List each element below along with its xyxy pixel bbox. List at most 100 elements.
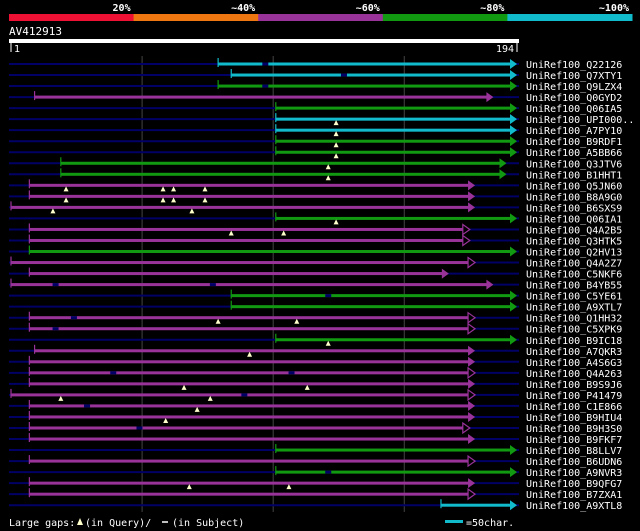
hit-bar[interactable] [275,216,511,220]
hit-label[interactable]: UniRef100_Q3JTV6 [526,159,622,170]
hit-label[interactable]: UniRef100_B9S9J6 [526,380,622,391]
hit-row[interactable]: UniRef100_Q4A2Z7 [9,256,622,270]
hit-bar[interactable] [29,459,470,463]
hit-row[interactable]: UniRef100_B6UDN6 [9,454,622,468]
hit-label[interactable]: UniRef100_A9XTL7 [526,303,622,314]
hit-label[interactable]: UniRef100_B9HIU4 [526,413,622,424]
hit-bar[interactable] [29,194,470,198]
hit-label[interactable]: UniRef100_C5NKF6 [526,270,622,281]
hit-bar[interactable] [29,360,470,364]
hit-row[interactable]: UniRef100_B4YB55 [9,278,622,292]
hit-label[interactable]: UniRef100_Q06IA5 [526,104,622,115]
hit-label[interactable]: UniRef100_A9NVR3 [526,468,622,479]
hit-bar[interactable] [231,294,512,298]
hit-bar[interactable] [29,481,470,485]
hit-row[interactable]: UniRef100_A9XTL7 [9,300,622,314]
hit-bar[interactable] [29,492,470,496]
hit-row[interactable]: UniRef100_B7ZXA1 [9,488,622,501]
hit-label[interactable]: UniRef100_Q2HV13 [526,248,622,259]
hit-bar[interactable] [29,250,512,254]
hit-label[interactable]: UniRef100_B9IC18 [526,336,622,347]
hit-bar[interactable] [29,227,464,231]
hit-row[interactable]: UniRef100_B8A9G0 [9,190,622,203]
hit-label[interactable]: UniRef100_C1E866 [526,402,622,413]
hit-label[interactable]: UniRef100_C5YE61 [526,292,622,303]
hit-row[interactable]: UniRef100_Q9LZX4 [9,80,622,93]
hit-bar[interactable] [231,305,512,309]
hit-row[interactable]: UniRef100_A4S6G3 [9,355,622,369]
hit-row[interactable]: UniRef100_C5XPK9 [9,322,622,336]
hit-label[interactable]: UniRef100_Q4A263 [526,369,622,380]
hit-row[interactable]: UniRef100_Q7XTY1 [9,69,622,82]
hit-label[interactable]: UniRef100_A9XTL8 [526,501,622,512]
hit-bar[interactable] [29,437,470,441]
hit-row[interactable]: UniRef100_Q4A263 [9,366,622,380]
hit-bar[interactable] [11,261,470,265]
hit-label[interactable]: UniRef100_Q3HTK5 [526,236,622,247]
hit-bar[interactable] [29,327,470,331]
hit-row[interactable]: UniRef100_B9FKF7 [9,433,622,446]
hit-label[interactable]: UniRef100_B7ZXA1 [526,490,622,501]
hit-label[interactable]: UniRef100_B6UDN6 [526,457,622,468]
hit-label[interactable]: UniRef100_B6SXS9 [526,203,622,214]
hit-row[interactable]: UniRef100_C5NKF6 [9,267,622,281]
hit-row[interactable]: UniRef100_B8LLV7 [9,444,622,457]
hit-label[interactable]: UniRef100_P41479 [526,391,622,402]
hit-row[interactable]: UniRef100_B6SXS9 [9,201,622,214]
hit-bar[interactable] [60,161,501,165]
hit-bar[interactable] [29,238,464,242]
hit-row[interactable]: UniRef100_B9H3S0 [9,421,622,435]
hit-bar[interactable] [29,415,470,419]
hit-row[interactable]: UniRef100_Q2HV13 [9,245,622,259]
hit-bar[interactable] [34,349,470,353]
hit-label[interactable]: UniRef100_A7QKR3 [526,347,622,358]
hit-row[interactable]: UniRef100_A5BB66 [9,146,622,159]
hit-label[interactable]: UniRef100_B1HHT1 [526,170,622,181]
hit-label[interactable]: UniRef100_Q4A2Z7 [526,259,622,270]
hit-bar[interactable] [275,128,511,132]
hit-bar[interactable] [29,371,470,375]
hit-row[interactable]: UniRef100_Q3JTV6 [9,157,622,170]
hit-label[interactable]: UniRef100_Q5JN60 [526,181,622,192]
hit-row[interactable]: UniRef100_A7PY10 [9,124,622,137]
hit-label[interactable]: UniRef100_A7PY10 [526,126,622,137]
hit-bar[interactable] [218,84,511,88]
hit-row[interactable]: UniRef100_Q06IA1 [9,212,622,225]
hit-row[interactable]: UniRef100_A7QKR3 [9,344,622,358]
hit-label[interactable]: UniRef100_B9H3S0 [526,424,622,435]
hit-label[interactable]: UniRef100_A4S6G3 [526,358,622,369]
hit-label[interactable]: UniRef100_B8LLV7 [526,446,622,457]
hit-bar[interactable] [11,283,488,287]
hit-row[interactable]: UniRef100_Q22126 [9,58,622,71]
hit-bar[interactable] [275,448,511,452]
hit-label[interactable]: UniRef100_Q9LZX4 [526,82,622,93]
hit-row[interactable]: UniRef100_B1HHT1 [9,168,622,181]
hit-row[interactable]: UniRef100_Q3HTK5 [9,234,622,247]
hit-bar[interactable] [29,404,470,408]
hit-label[interactable]: UniRef100_B9FKF7 [526,435,622,446]
hit-row[interactable]: UniRef100_B9QFG7 [9,477,622,490]
hit-row[interactable]: UniRef100_A9XTL8 [9,499,622,512]
hit-row[interactable]: UniRef100_Q0GYD2 [9,91,622,104]
hit-row[interactable]: UniRef100_Q5JN60 [9,179,622,192]
hit-label[interactable]: UniRef100_UPI000.. [526,115,634,126]
hit-bar[interactable] [29,316,470,320]
hit-bar[interactable] [275,470,511,474]
hit-label[interactable]: UniRef100_Q0GYD2 [526,93,622,104]
hit-label[interactable]: UniRef100_Q4A2B5 [526,225,622,236]
hit-bar[interactable] [275,338,511,342]
hit-label[interactable]: UniRef100_C5XPK9 [526,325,622,336]
hit-bar[interactable] [29,183,470,187]
hit-row[interactable]: UniRef100_C1E866 [9,399,622,413]
hit-row[interactable]: UniRef100_B9HIU4 [9,410,622,424]
hit-bar[interactable] [275,139,511,143]
hit-row[interactable]: UniRef100_Q4A2B5 [9,223,622,236]
hit-row[interactable]: UniRef100_C5YE61 [9,289,622,303]
hit-bar[interactable] [218,62,511,66]
hit-bar[interactable] [60,172,501,176]
hit-row[interactable]: UniRef100_B9RDF1 [9,135,622,148]
hit-bar[interactable] [29,272,443,276]
hit-bar[interactable] [11,393,470,397]
hit-row[interactable]: UniRef100_P41479 [9,388,622,402]
hit-label[interactable]: UniRef100_Q1HH32 [526,314,622,325]
